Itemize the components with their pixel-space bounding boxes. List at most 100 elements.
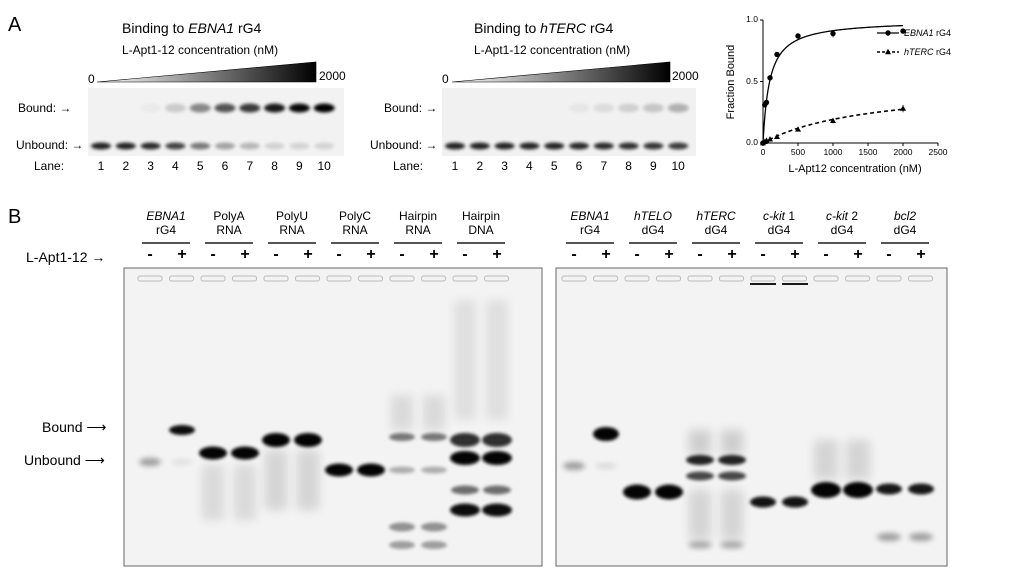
gel1-bound-label: Bound: → <box>18 101 72 115</box>
unbound-band <box>655 484 683 500</box>
bound-band <box>482 433 512 447</box>
gel-well <box>484 275 509 282</box>
gel1-min-label: 0 <box>88 72 95 86</box>
unbound-band <box>623 484 651 500</box>
unbound-band <box>544 142 565 150</box>
sample-header: Hairpin RNA <box>398 209 437 237</box>
ebna1-point <box>795 33 801 39</box>
unbound-band <box>908 483 934 495</box>
plus-sign: + <box>177 246 187 263</box>
lane-number: 2 <box>122 159 130 173</box>
plus-sign: + <box>492 246 502 263</box>
smear <box>721 430 743 455</box>
gel1-subtitle: L-Apt1-12 concentration (nM) <box>122 43 279 57</box>
gel-well <box>719 275 744 282</box>
unbound-band <box>519 142 540 150</box>
unbound-band <box>563 462 585 470</box>
sample-header: hTERC dG4 <box>696 209 736 237</box>
gel2-bound-label: Bound: → <box>384 101 438 115</box>
bound-band <box>618 103 640 113</box>
bound-band <box>389 433 415 441</box>
unbound-band <box>494 142 515 150</box>
unbound-band <box>264 142 285 150</box>
gel-well <box>813 275 839 282</box>
lane-number: 2 <box>476 159 484 173</box>
unbound-band <box>595 463 617 469</box>
ebna1-point <box>900 28 906 34</box>
unbound-band <box>750 496 776 508</box>
minus-sign: - <box>886 246 892 263</box>
unbound-band <box>593 142 614 150</box>
lane-number: 5 <box>196 159 204 173</box>
ebna1-point <box>763 99 770 106</box>
minus-sign: - <box>147 246 153 263</box>
minus-sign: - <box>760 246 766 263</box>
bound-band <box>718 455 746 465</box>
unbound-band <box>811 482 841 498</box>
plus-sign: + <box>853 246 863 263</box>
ebna1-point <box>830 30 836 37</box>
unbound-band <box>876 483 902 495</box>
y-tick-label: 0.5 <box>746 75 758 86</box>
gel-well <box>169 275 194 282</box>
bound-band <box>239 103 261 113</box>
unbound-band <box>843 482 873 498</box>
unbound-band <box>91 142 111 150</box>
legend-entry-ebna1: EBNA1 rG4 <box>904 28 952 38</box>
hterc-fit-line <box>762 108 903 144</box>
lower-band <box>720 541 744 549</box>
smear <box>814 440 838 480</box>
bound-band <box>189 103 211 113</box>
sample-underline <box>268 242 316 244</box>
unbound-band <box>643 142 664 150</box>
smear <box>486 300 508 420</box>
gel-well <box>624 275 650 282</box>
unbound-band <box>190 142 211 150</box>
smear <box>454 300 476 420</box>
bound-label: Bound ⟶ <box>42 419 107 435</box>
smear <box>297 450 319 510</box>
gel-well <box>593 275 618 282</box>
bound-band <box>450 433 480 447</box>
lower-band <box>688 541 712 549</box>
gel-well <box>876 275 902 282</box>
gel1-title: Binding to EBNA1 rG4 <box>122 20 262 36</box>
bound-band <box>313 103 335 113</box>
sample-underline <box>755 242 803 244</box>
bound-band <box>421 433 447 441</box>
unbound-band <box>618 142 639 150</box>
unbound-band <box>171 459 193 465</box>
minus-sign: - <box>634 246 640 263</box>
sample-underline <box>629 242 677 244</box>
minus-sign: - <box>336 246 342 263</box>
hterc-point <box>900 105 906 111</box>
unbound-band <box>389 466 415 474</box>
ebna1-point <box>767 75 773 81</box>
unbound-band <box>718 471 746 481</box>
unbound-band <box>115 142 136 150</box>
sample-underline <box>142 242 190 244</box>
plus-sign: + <box>240 246 250 263</box>
lane-number: 9 <box>296 159 303 173</box>
well-mark <box>782 283 808 285</box>
gel2-title: Binding to hTERC rG4 <box>474 20 614 36</box>
hterc-point <box>830 117 836 124</box>
x-tick-label: 1000 <box>823 147 843 157</box>
bound-band <box>214 103 236 113</box>
x-tick-label: 1500 <box>858 147 878 157</box>
sample-header: EBNA1 rG4 <box>570 209 610 237</box>
plus-sign: + <box>727 246 737 263</box>
hairpin-band <box>389 541 415 549</box>
bound-band <box>140 104 161 113</box>
bound-band <box>642 103 664 113</box>
gel-left-image <box>123 267 543 567</box>
legend-marker-ebna1 <box>885 30 891 36</box>
unbound-band <box>782 496 808 508</box>
gel1-concentration-wedge <box>96 61 317 83</box>
binding-curve-chart <box>760 19 939 146</box>
sample-underline <box>566 242 614 244</box>
x-tick-label: 500 <box>790 147 806 157</box>
unbound-band <box>357 463 385 477</box>
plus-sign: + <box>664 246 674 263</box>
